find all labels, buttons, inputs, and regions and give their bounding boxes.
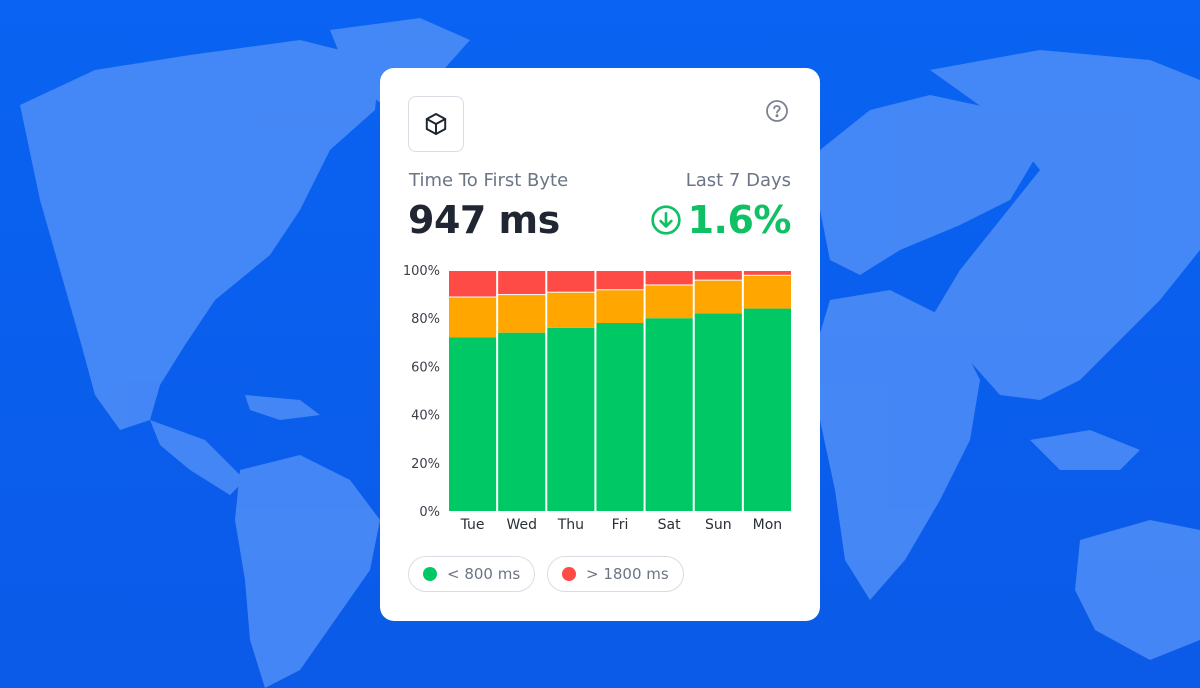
delta-indicator: 1.6%	[650, 198, 792, 242]
north-america-shape	[20, 40, 380, 430]
x-tick-label: Mon	[753, 517, 783, 533]
x-tick-label: Sat	[658, 517, 681, 533]
bar-segment-tue-0	[449, 337, 497, 511]
bar-segment-tue-1	[449, 297, 497, 338]
logo-box	[408, 96, 464, 152]
x-tick-label: Tue	[460, 517, 485, 533]
bar-segment-sun-0	[694, 313, 742, 511]
question-circle-icon[interactable]	[765, 99, 789, 123]
legend-dot-good	[423, 567, 437, 581]
y-tick-label: 80%	[411, 312, 440, 327]
metric-title: Time To First Byte	[409, 170, 569, 191]
x-tick-label: Sun	[705, 517, 732, 533]
bar-segment-mon-0	[743, 308, 791, 511]
bar-segment-sat-1	[645, 285, 693, 319]
ttfb-card: Time To First Byte Last 7 Days 947 ms 1.…	[380, 68, 820, 621]
bar-segment-thu-1	[547, 292, 595, 328]
period-label: Last 7 Days	[685, 170, 791, 191]
bar-segment-tue-2	[449, 271, 497, 297]
south-america-shape	[235, 455, 380, 688]
bar-segment-fri-0	[596, 323, 644, 511]
metric-value: 947 ms	[408, 198, 560, 242]
y-tick-label: 60%	[411, 360, 440, 375]
caribbean-shape	[245, 395, 320, 420]
bar-segment-sun-2	[694, 271, 742, 280]
bar-segment-mon-2	[743, 271, 791, 275]
y-tick-label: 40%	[411, 409, 440, 424]
legend-dot-poor	[562, 567, 576, 581]
bar-segment-sat-0	[645, 318, 693, 511]
bar-segment-wed-1	[498, 295, 546, 333]
x-tick-label: Fri	[612, 517, 629, 533]
bar-segment-thu-2	[547, 271, 595, 292]
bar-segment-mon-1	[743, 275, 791, 309]
arrow-down-circle-icon	[650, 205, 681, 235]
y-tick-label: 100%	[403, 264, 440, 279]
central-america-shape	[150, 420, 245, 495]
bar-segment-wed-0	[498, 332, 546, 511]
europe-shape	[820, 95, 1040, 275]
stacked-bar-chart: 0% 20% 40% 60% 80% 100% Tue Wed Thu Fri Sat Sun Mon	[403, 264, 791, 533]
bar-segment-fri-2	[596, 271, 644, 290]
bar-segment-fri-1	[596, 290, 644, 324]
africa-shape	[815, 290, 980, 600]
australia-shape	[1075, 520, 1200, 660]
bar-segment-thu-0	[547, 327, 595, 511]
bar-segment-wed-2	[498, 271, 546, 295]
bar-segment-sun-1	[694, 280, 742, 314]
x-tick-label: Wed	[506, 517, 537, 533]
x-tick-label: Thu	[557, 517, 584, 533]
y-tick-label: 20%	[411, 457, 440, 472]
bar-segment-sat-2	[645, 271, 693, 285]
legend-item-poor[interactable]: > 1800 ms	[547, 556, 684, 592]
asia-shape	[930, 50, 1200, 400]
y-tick-label: 0%	[419, 505, 440, 520]
legend-label-good: < 800 ms	[447, 565, 521, 583]
cube-icon	[425, 113, 447, 135]
greenland-shape	[330, 18, 470, 110]
legend-label-poor: > 1800 ms	[586, 565, 669, 583]
delta-value: 1.6%	[687, 198, 792, 242]
indonesia-shape	[1030, 430, 1140, 470]
legend-item-good[interactable]: < 800 ms	[408, 556, 536, 592]
